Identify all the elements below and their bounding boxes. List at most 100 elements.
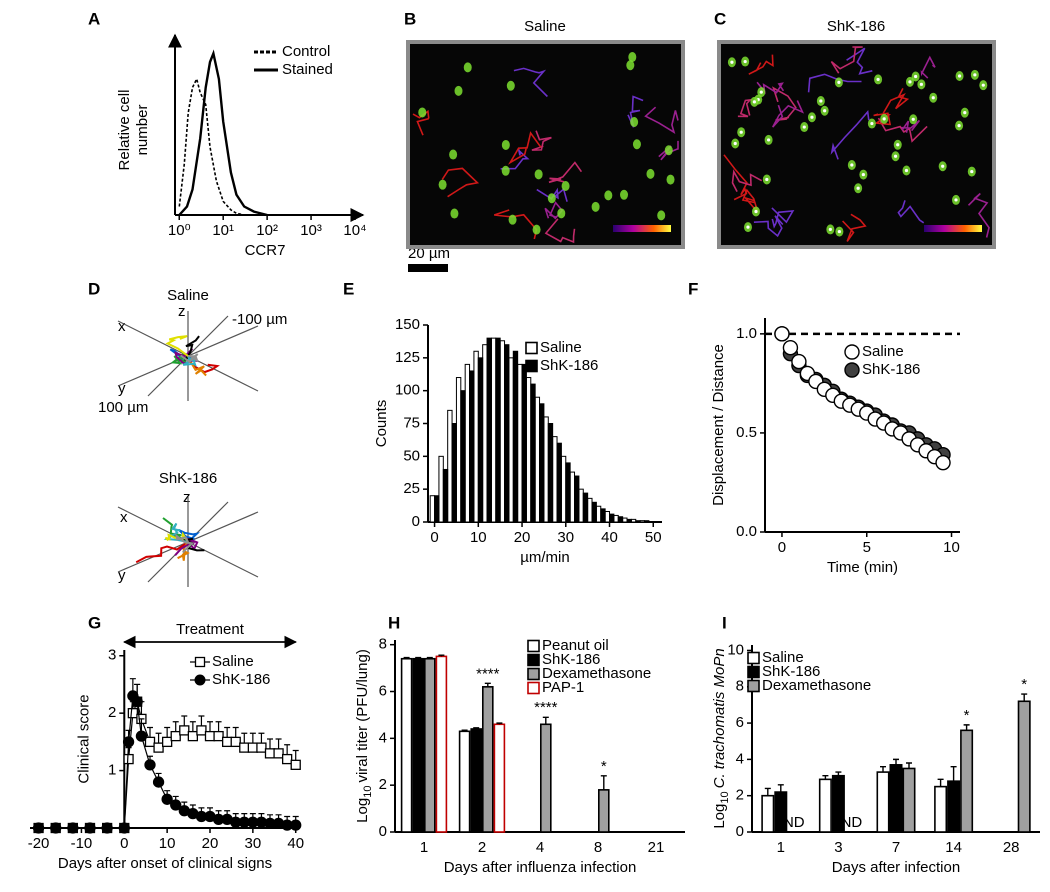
cell-track — [412, 109, 430, 136]
y-axis-label-part: Log — [354, 798, 371, 823]
data-point — [122, 736, 135, 748]
legend-swatch — [527, 681, 540, 695]
histogram-bar — [595, 505, 602, 523]
histogram-bar — [512, 350, 519, 523]
data-point — [161, 793, 173, 805]
data-point — [204, 730, 216, 742]
y-tick-label: 0.5 — [736, 424, 757, 441]
cell — [508, 214, 517, 225]
cell-center — [802, 125, 806, 129]
data-point — [273, 748, 284, 759]
y-tick-label: 4 — [736, 750, 744, 767]
error-bar — [893, 758, 899, 765]
cell-center — [882, 117, 886, 121]
legend-swatch — [525, 359, 538, 373]
cell — [646, 168, 655, 179]
cell-center — [765, 177, 769, 182]
histogram-bar — [469, 370, 475, 523]
histogram-bar — [464, 363, 471, 523]
legend-swatch — [747, 665, 760, 679]
cell-track — [830, 110, 870, 160]
cell-track — [753, 215, 784, 238]
x-axis-label: Days after infection — [832, 859, 960, 876]
legend-label: Peanut oil — [542, 637, 609, 654]
y-tick-label: 1 — [108, 762, 116, 779]
bar — [458, 730, 471, 833]
data-point — [290, 759, 301, 770]
data-point — [187, 730, 199, 742]
cell — [501, 165, 510, 176]
x-axis-label: Time (min) — [827, 559, 898, 576]
data-point — [239, 742, 250, 753]
data-point — [144, 759, 156, 771]
cell-track — [741, 188, 759, 214]
histogram-bar — [552, 436, 558, 523]
y-tick-label: 100 — [395, 382, 420, 399]
cell — [664, 145, 673, 156]
bar — [470, 728, 483, 833]
data-point — [264, 748, 276, 759]
legend-label: Saline — [862, 343, 904, 360]
cell-center — [754, 209, 758, 214]
data-point — [32, 822, 45, 834]
legend-swatch — [844, 344, 860, 360]
error-bar — [1021, 693, 1028, 702]
annotation: Treatment — [176, 621, 245, 638]
cell-center — [743, 59, 747, 64]
color-bar — [613, 225, 671, 232]
bar — [412, 657, 425, 833]
histogram-bar — [486, 337, 492, 523]
cell-center — [957, 123, 961, 128]
axis-label: y — [118, 380, 126, 397]
data-point — [67, 822, 79, 834]
histogram-bar — [569, 471, 576, 523]
cell — [632, 139, 641, 150]
error-bar — [822, 775, 829, 780]
error-bar — [426, 656, 433, 659]
x-tick-label: 10 — [470, 529, 487, 546]
x-tick-label: 5 — [863, 539, 871, 556]
histogram-bar — [473, 350, 479, 523]
bar — [960, 729, 974, 833]
histogram-bar — [539, 403, 545, 523]
x-tick-label: 28 — [1003, 839, 1020, 856]
histogram-bar — [508, 357, 514, 523]
cell-center — [919, 82, 923, 86]
histogram-bar — [442, 468, 449, 523]
data-point — [153, 742, 164, 753]
data-point — [247, 742, 259, 753]
microscopy-image — [406, 40, 685, 249]
legend-label: Saline — [540, 339, 582, 356]
y-tick-label: 0 — [379, 823, 387, 840]
cell-center — [970, 169, 974, 174]
error-bar — [496, 722, 503, 725]
data-point — [152, 776, 165, 788]
data-point — [213, 730, 224, 742]
histogram-bar — [630, 518, 637, 523]
y-tick-label: 25 — [403, 480, 420, 497]
histogram-bar — [460, 390, 466, 523]
x-tick-label: 10 — [943, 539, 960, 556]
cell — [438, 179, 447, 190]
x-tick-label: 10⁴ — [343, 222, 366, 239]
y-tick-label: 0.0 — [736, 523, 757, 540]
legend-swatch — [525, 341, 538, 355]
cell — [626, 60, 635, 71]
cell — [547, 193, 556, 204]
distance-label: -100 µm — [232, 311, 287, 328]
histogram-bar — [578, 488, 584, 523]
image-title: Saline — [524, 18, 566, 35]
cell-track — [441, 167, 480, 198]
histogram-bar — [587, 497, 593, 523]
histogram-bar — [490, 337, 497, 523]
x-tick-label: 30 — [245, 835, 262, 852]
histogram-bar — [582, 492, 589, 523]
data-point — [170, 730, 181, 742]
y-axis-label-part: viral titer (PFU/lung) — [354, 649, 371, 782]
data-point — [118, 822, 130, 834]
panel-label: F — [688, 279, 698, 298]
significance-label: **** — [476, 665, 500, 682]
cell-track — [830, 46, 863, 74]
error-bar — [600, 775, 607, 790]
data-point — [196, 725, 207, 736]
